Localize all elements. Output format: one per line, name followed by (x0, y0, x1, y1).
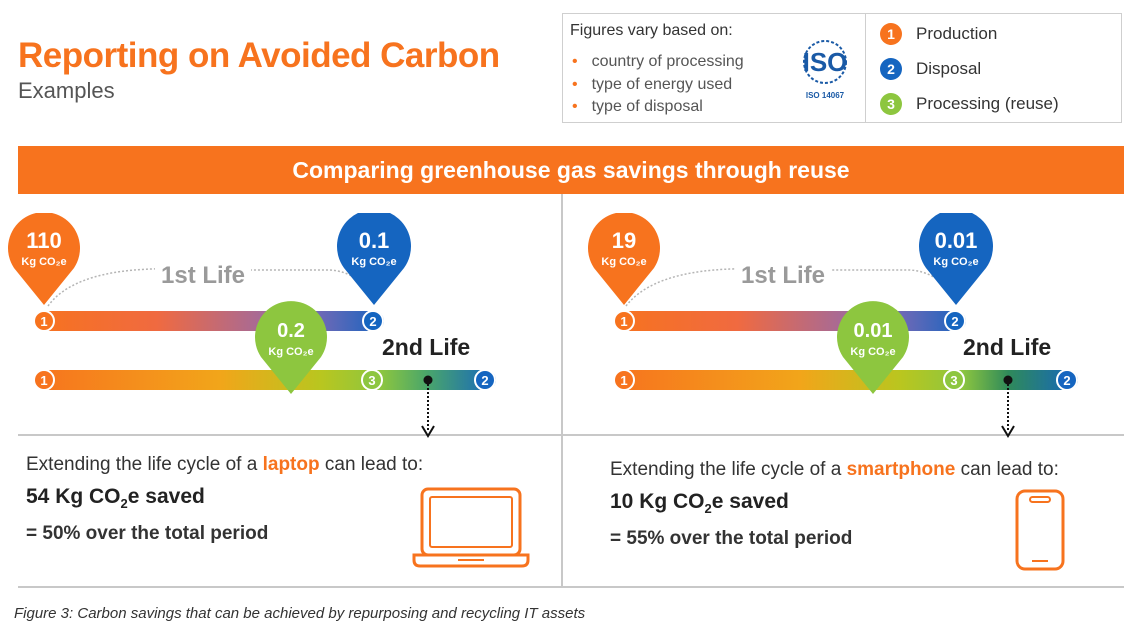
notes-item: • country of processing (572, 53, 744, 70)
first-life-bar (34, 311, 384, 331)
legend-label: Production (916, 24, 998, 43)
device-name: smartphone (846, 459, 956, 480)
savings-arrow (421, 375, 435, 438)
disposal-value: 0.1 (358, 228, 390, 253)
figure-caption: Figure 3: Carbon savings that can be ach… (14, 605, 586, 622)
processing-pin: 0.2 Kg CO₂e (251, 300, 331, 396)
disposal-value: 0.01 (934, 228, 978, 253)
comparison-banner: Comparing greenhouse gas savings through… (18, 146, 1124, 194)
disposal-unit: Kg CO₂e (933, 256, 979, 268)
second-life-label: 2nd Life (382, 334, 471, 360)
notes-box (562, 13, 866, 123)
processing-unit: Kg CO₂e (850, 346, 896, 358)
disposal-marker: 2 (362, 310, 384, 332)
production-marker: 1 (33, 369, 55, 391)
saved-percentage: = 55% over the total period (610, 528, 853, 549)
production-unit: Kg CO₂e (601, 256, 647, 268)
disposal-unit: Kg CO₂e (351, 256, 397, 268)
production-pin: 19 Kg CO₂e (584, 213, 664, 307)
smartphone-icon (1015, 489, 1065, 571)
processing-value: 0.2 (277, 320, 305, 342)
production-marker: 1 (613, 310, 635, 332)
legend-item-production: 1 Production (880, 23, 997, 45)
disposal-pin: 0.01 Kg CO₂e (914, 213, 998, 307)
processing-marker: 3 (361, 369, 383, 391)
laptop-icon (412, 487, 530, 568)
page-title: Reporting on Avoided Carbon (18, 36, 500, 75)
production-unit: Kg CO₂e (21, 256, 67, 268)
savings-arrow (1001, 375, 1015, 438)
production-value: 19 (611, 228, 637, 253)
disposal-pin: 0.1 Kg CO₂e (332, 213, 416, 307)
notes-heading: Figures vary based on: (570, 22, 733, 39)
bottom-divider (18, 586, 1124, 588)
legend-number: 3 (880, 93, 902, 115)
panel-divider (561, 194, 563, 586)
production-pin: 110 Kg CO₂e (4, 213, 84, 307)
first-life-label: 1st Life (735, 262, 832, 290)
iso-logo-text: ISO (803, 47, 848, 77)
first-life-arc (47, 268, 373, 307)
legend-label: Disposal (916, 59, 982, 78)
processing-value: 0.01 (853, 320, 893, 342)
iso-logo-subtext: ISO 14067 (806, 91, 845, 100)
notes-item: • type of energy used (572, 76, 733, 93)
disposal-marker: 2 (1056, 369, 1078, 391)
processing-pin: 0.01 Kg CO₂e (833, 300, 913, 396)
second-life-label: 2nd Life (963, 334, 1052, 360)
processing-unit: Kg CO₂e (268, 346, 314, 358)
iso-logo-graphic: ISO ISO 14067 (803, 40, 848, 100)
legend-label: Processing (reuse) (916, 94, 1059, 113)
saved-percentage: = 50% over the total period (26, 523, 269, 544)
savings-description: Extending the life cycle of a smartphone… (610, 459, 1059, 480)
legend-item-processing: 3 Processing (reuse) (880, 93, 1059, 115)
legend-box (866, 13, 1122, 123)
disposal-marker: 2 (474, 369, 496, 391)
legend-number: 1 (880, 23, 902, 45)
production-marker: 1 (613, 369, 635, 391)
production-value: 110 (26, 228, 62, 253)
processing-marker: 3 (943, 369, 965, 391)
savings-description: Extending the life cycle of a laptop can… (26, 454, 424, 475)
device-name: laptop (262, 454, 320, 475)
notes-item: • type of disposal (572, 98, 703, 115)
production-marker: 1 (33, 310, 55, 332)
iso-logo: ISO ISO 14067 (790, 38, 860, 104)
first-life-label: 1st Life (155, 262, 252, 290)
saved-amount: 10 Kg CO2e saved (610, 490, 789, 517)
saved-amount: 54 Kg CO2e saved (26, 485, 205, 512)
legend-number: 2 (880, 58, 902, 80)
first-life-bar (614, 311, 966, 331)
disposal-marker: 2 (944, 310, 966, 332)
legend-item-disposal: 2 Disposal (880, 58, 981, 80)
section-divider (18, 434, 1124, 436)
page-subtitle: Examples (18, 78, 115, 103)
